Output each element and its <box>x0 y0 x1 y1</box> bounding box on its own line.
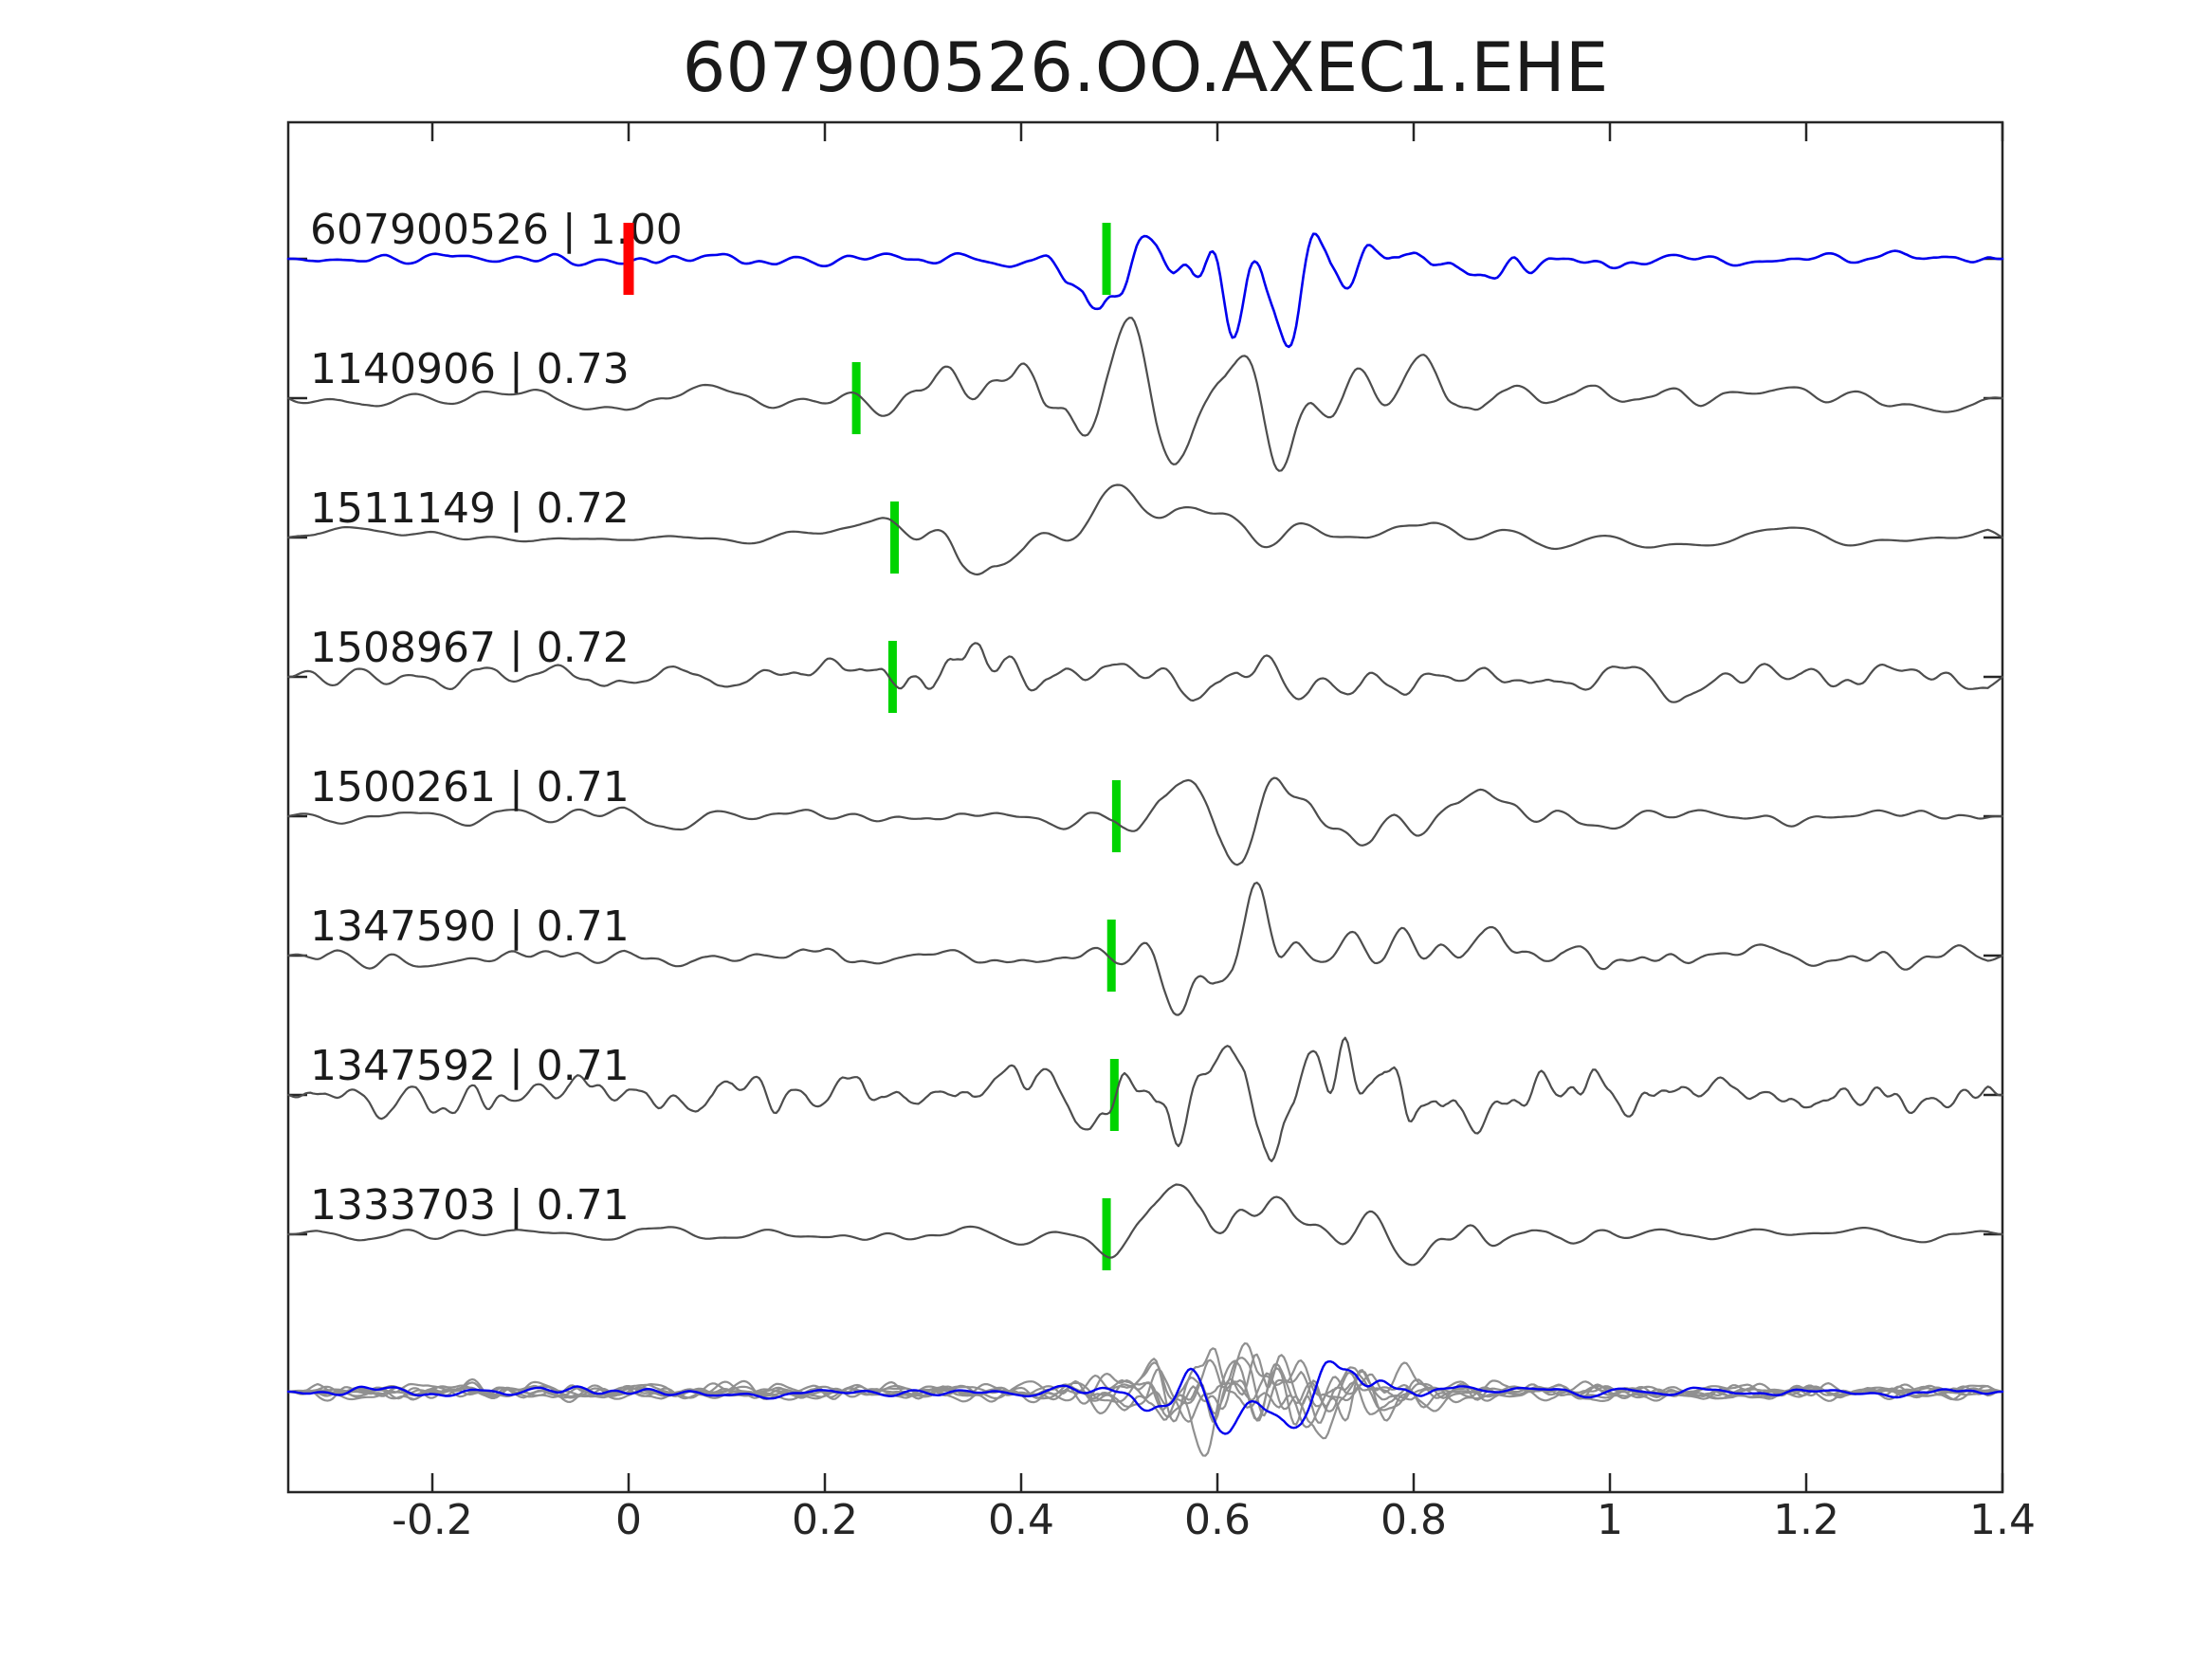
overlay-trace-reference <box>286 1359 2004 1435</box>
x-tick-label-0.8: 0.8 <box>1380 1496 1447 1544</box>
x-tick-labels: -0.2 0 0.2 0.4 0.6 0.8 1 1.2 1.4 <box>392 1496 2036 1544</box>
zero-lag-marker <box>623 223 634 295</box>
x-tick-label-0.2: 0.2 <box>792 1496 858 1544</box>
trace-label-1500261: 1500261 | 0.71 <box>310 763 630 811</box>
trace-label-607900526: 607900526 | 1.00 <box>310 206 683 254</box>
pick-marker-607900526 <box>1102 223 1111 295</box>
green-pick-markers <box>851 223 1121 1270</box>
pick-marker-1500261 <box>1111 780 1121 852</box>
trace-waveform-1347590 <box>286 881 2004 1016</box>
trace-waveform-1333703 <box>286 1183 2004 1267</box>
zero-marker-607900526 <box>623 223 634 295</box>
trace-label-1347592: 1347592 | 0.71 <box>310 1042 630 1090</box>
trace-waveform-1508967 <box>286 642 2004 703</box>
x-tick-label-1.4: 1.4 <box>1969 1496 2036 1544</box>
trace-label-1140906: 1140906 | 0.73 <box>310 345 630 393</box>
x-tick-label-0.6: 0.6 <box>1184 1496 1251 1544</box>
trace-label-1511149: 1511149 | 0.72 <box>310 484 630 533</box>
x-tick-label-0: 0 <box>615 1496 642 1544</box>
waveform-traces <box>286 232 2004 1457</box>
overlay-trace-4 <box>286 1353 2004 1423</box>
overlay-trace-0 <box>286 1367 2004 1440</box>
trace-label-1333703: 1333703 | 0.71 <box>310 1181 630 1230</box>
trace-labels: 607900526 | 1.00 1140906 | 0.73 1511149 | … <box>310 206 683 1230</box>
pick-marker-1347590 <box>1106 920 1116 992</box>
trace-label-1508967: 1508967 | 0.72 <box>310 624 630 672</box>
x-tick-label-1.2: 1.2 <box>1773 1496 1839 1544</box>
axes-border <box>286 120 2004 1494</box>
chart-title: 607900526.OO.AXEC1.EHE <box>683 27 1609 107</box>
pick-marker-1508967 <box>887 641 897 713</box>
pick-marker-1511149 <box>889 501 899 574</box>
x-tick-label-1: 1 <box>1597 1496 1623 1544</box>
x-tick-label-0.4: 0.4 <box>988 1496 1054 1544</box>
trace-waveform-1500261 <box>286 776 2004 866</box>
trace-waveform-1140906 <box>286 317 2004 472</box>
trace-waveform-1347592 <box>286 1036 2004 1163</box>
pick-marker-1347592 <box>1109 1059 1119 1131</box>
trace-label-1347590: 1347590 | 0.71 <box>310 902 630 951</box>
pick-marker-1140906 <box>851 362 861 434</box>
trace-waveform-1511149 <box>286 483 2004 576</box>
x-tick-label--0.2: -0.2 <box>392 1496 473 1544</box>
trace-waveform-607900526 <box>286 232 2004 349</box>
pick-marker-1333703 <box>1102 1198 1111 1270</box>
overlay-trace-5 <box>286 1341 2004 1418</box>
